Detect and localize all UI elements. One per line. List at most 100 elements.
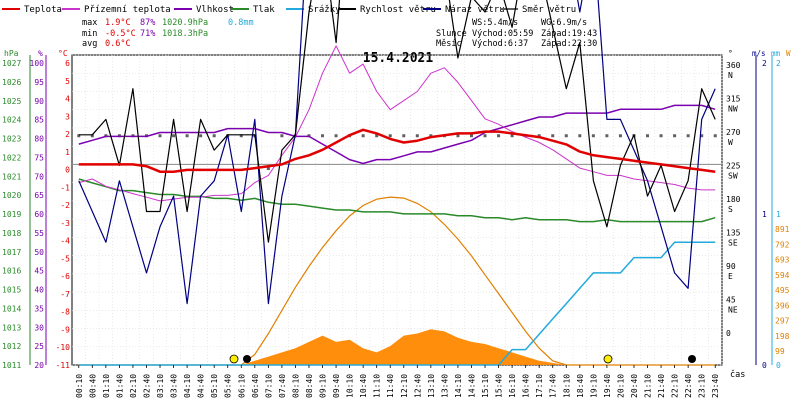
axis-percent-tick: 80: [34, 135, 44, 144]
x-tick-label: 13:10: [427, 374, 436, 398]
moonrise-marker: [243, 355, 251, 363]
wind-wg: WG:6.9m/s: [541, 18, 587, 28]
axis-ms-tick: 1: [762, 210, 767, 219]
stats-avg-temp: 0.6°C: [105, 39, 131, 49]
x-tick-label: 16:10: [508, 374, 517, 398]
axes: hPa1027102610251024102310221021102010191…: [2, 49, 791, 398]
x-tick-label: 22:10: [671, 374, 680, 398]
axis-wm2-tick: 693: [775, 256, 790, 265]
x-tick-label: 23:40: [711, 374, 720, 398]
axis-ms-tick: 2: [762, 59, 767, 68]
axis-celsius-tick: -7: [60, 290, 70, 299]
x-tick-label: 14:10: [454, 374, 463, 398]
axis-direction-name: S: [728, 205, 733, 214]
legend-label: Rychlost větru: [360, 5, 436, 15]
axis-percent-tick: 60: [34, 210, 44, 219]
axis-wm2-tick: 297: [775, 317, 790, 326]
axis-ms-title: m/s: [752, 49, 766, 58]
axis-wm2-tick: 594: [775, 271, 790, 280]
axis-celsius-tick: 6: [65, 59, 70, 68]
chart-title: 15.4.2021: [363, 51, 434, 66]
axis-percent-tick: 95: [34, 78, 44, 87]
x-tick-label: 19:40: [603, 374, 612, 398]
wind-direction-point: [591, 134, 595, 138]
axis-direction-tick: 90: [726, 262, 736, 271]
axis-celsius-tick: 0: [65, 166, 70, 175]
rain-line: [78, 241, 716, 366]
x-tick-label: 05:40: [224, 374, 233, 398]
wind-direction-point: [659, 134, 663, 138]
wind-direction-point: [700, 134, 704, 138]
axis-direction-name: E: [728, 272, 733, 281]
axis-mm-tick: 1: [776, 210, 781, 219]
x-axis-label: čas: [730, 369, 745, 380]
stats-block: max 1.9°C 87% 1020.9hPa 0.8mm min -0.5°C…: [82, 18, 597, 49]
x-tick-label: 07:10: [264, 374, 273, 398]
wind-direction-point: [618, 134, 622, 138]
axis-wm2-tick: 891: [775, 225, 790, 234]
axis-hpa-title: hPa: [4, 49, 19, 58]
x-tick-label: 16:40: [522, 374, 531, 398]
axis-hpa-tick: 1021: [2, 172, 21, 181]
axis-direction-name: NW: [728, 105, 738, 114]
stats-min-hum: 71%: [140, 29, 155, 39]
sun-rise: Východ:05:59: [472, 29, 533, 39]
axis-direction-tick: 360: [726, 61, 741, 70]
axis-hpa-tick: 1023: [2, 135, 21, 144]
x-tick-label: 03:10: [156, 374, 165, 398]
axis-hpa-tick: 1012: [2, 342, 21, 351]
x-tick-label: 19:10: [589, 374, 598, 398]
wind-direction-point: [185, 134, 189, 138]
x-tick-label: 11:40: [386, 374, 395, 398]
axis-hpa-tick: 1026: [2, 78, 21, 87]
axis-direction-name: W: [728, 138, 733, 147]
wind-direction-point: [686, 134, 690, 138]
axis-direction-title: °: [728, 49, 733, 58]
wind-direction-point: [77, 134, 81, 138]
wind-direction-point: [429, 134, 433, 138]
wind-direction-point: [510, 134, 514, 138]
x-tick-label: 23:10: [698, 374, 707, 398]
axis-hpa-tick: 1016: [2, 267, 21, 276]
wind-direction-point: [388, 134, 392, 138]
stats-max-temp: 1.9°C: [105, 18, 131, 28]
axis-celsius-tick: -4: [60, 237, 70, 246]
wind-direction-point: [673, 134, 677, 138]
wind-direction-point: [537, 134, 541, 138]
wind-direction-point: [578, 134, 582, 138]
axis-direction-tick: 270: [726, 128, 741, 137]
x-tick-label: 20:10: [616, 374, 625, 398]
axis-celsius-tick: 1: [65, 148, 70, 157]
x-tick-label: 11:10: [373, 374, 382, 398]
axis-hpa-tick: 1022: [2, 153, 21, 162]
legend-label: Srážky: [308, 5, 341, 15]
axis-percent-tick: 40: [34, 286, 44, 295]
wind-direction-point: [605, 134, 609, 138]
axis-hpa-tick: 1027: [2, 59, 21, 68]
x-tick-label: 21:10: [644, 374, 653, 398]
wind-direction-point: [456, 134, 460, 138]
legend-label: Přízemní teplota: [84, 5, 171, 15]
wind-direction-point: [266, 167, 270, 170]
axis-percent-tick: 85: [34, 116, 44, 125]
axis-celsius-tick: -10: [56, 343, 71, 352]
wind-direction-point: [199, 134, 203, 138]
sunset-marker: [603, 354, 613, 364]
axis-hpa-tick: 1025: [2, 97, 21, 106]
x-tick-label: 18:10: [562, 374, 571, 398]
x-tick-label: 06:10: [237, 374, 246, 398]
legend-label: Teplota: [24, 5, 62, 15]
axis-percent-tick: 65: [34, 191, 44, 200]
axis-percent-tick: 100: [30, 59, 45, 68]
x-tick-label: 15:10: [481, 374, 490, 398]
stats-max-hum: 87%: [140, 18, 155, 28]
wind-direction-point: [158, 134, 162, 138]
stats-max-label: max: [82, 18, 97, 28]
stats-min-temp: -0.5°C: [105, 29, 136, 39]
axis-percent-tick: 50: [34, 248, 44, 257]
axis-percent-tick: 25: [34, 342, 44, 351]
wind-speed-line: [78, 0, 716, 243]
wind-direction-point: [90, 134, 94, 138]
x-tick-label: 18:40: [576, 374, 585, 398]
